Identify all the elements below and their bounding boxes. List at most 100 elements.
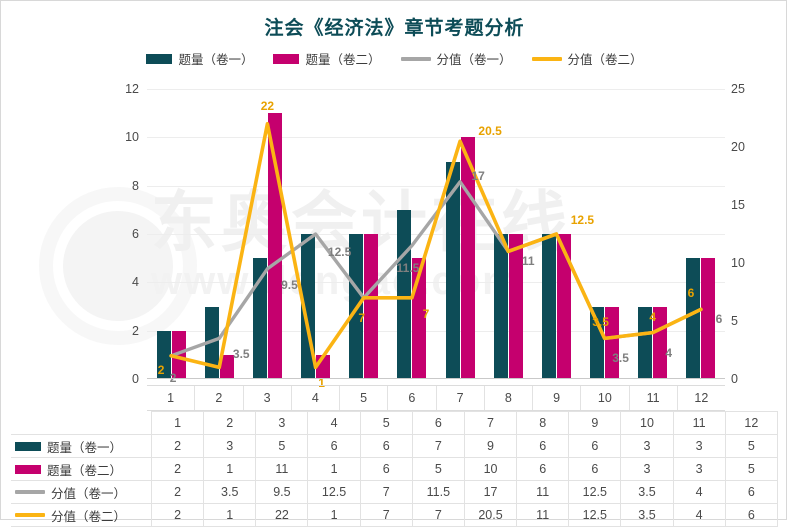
table-cell: 11	[516, 503, 570, 527]
line-series[interactable]	[169, 121, 703, 370]
y-axis-left: 0 2 4 6 8 10 12	[99, 82, 139, 386]
bar[interactable]	[508, 234, 523, 379]
table-row-label: 题量（卷二）	[47, 463, 123, 478]
gridline	[147, 89, 725, 90]
legend-item-1[interactable]: 题量（卷一）	[146, 49, 253, 68]
y-axis-right-tick: 5	[731, 314, 738, 328]
table-cell: 7	[411, 434, 465, 458]
y-axis-right-tick: 25	[731, 82, 745, 96]
table-column-header: 5	[359, 411, 413, 435]
legend-item-3[interactable]: 分值（卷一）	[400, 49, 512, 68]
table-row-label: 题量（卷一）	[47, 440, 123, 455]
table-column-header: 10	[620, 411, 674, 435]
table-row-header-content: 题量（卷二）	[15, 460, 151, 479]
table-row-header-content: 题量（卷一）	[15, 437, 151, 456]
table-cell: 6	[359, 434, 413, 458]
y-axis-right: 0 5 10 15 20 25	[731, 82, 771, 386]
legend-bar-swatch	[146, 53, 173, 64]
table-cell: 6	[568, 457, 622, 481]
table-cell: 3.5	[620, 480, 674, 504]
table-cell: 11	[516, 480, 570, 504]
legend-bar-swatch	[15, 464, 41, 474]
gridline	[147, 137, 725, 139]
y-axis-left-tick: 2	[132, 323, 139, 338]
bar[interactable]	[493, 234, 508, 379]
table-row-header: 题量（卷二）	[11, 457, 152, 481]
y-axis-right-tick: 15	[731, 198, 745, 212]
bar[interactable]	[445, 161, 460, 379]
x-axis-categories: 1 2 3 4 5 6 7 8 9 10 11 12	[147, 385, 725, 411]
table-row-header-content: 分值（卷二）	[15, 506, 151, 525]
line-series-container	[169, 121, 703, 370]
data-label-score-vol1: 9.5	[281, 277, 298, 292]
x-axis-category: 4	[292, 386, 340, 410]
bar[interactable]	[252, 258, 267, 379]
table-cell: 11	[255, 457, 309, 481]
bar[interactable]	[590, 306, 605, 379]
data-label-score-vol1: 2	[170, 371, 177, 385]
bar[interactable]	[638, 306, 653, 379]
data-label-score-vol2: 7	[358, 310, 366, 325]
legend-line-swatch	[531, 56, 562, 61]
table-cell: 5	[724, 434, 779, 458]
table-cell: 5	[724, 457, 779, 481]
table-cell: 6	[724, 503, 779, 527]
table-column-header: 12	[724, 411, 779, 435]
y-axis-right-tick: 20	[731, 140, 745, 154]
x-axis-category: 11	[630, 386, 678, 410]
table-cell: 1	[307, 503, 361, 527]
bar-group	[484, 89, 532, 379]
data-label-score-vol1: 6	[715, 312, 723, 327]
legend-item-label: 题量（卷二）	[305, 53, 381, 67]
table-header-row: 1 2 3 4 5 6 7 8 9 10 11 12	[11, 411, 779, 435]
table-column-header: 8	[516, 411, 570, 435]
table-cell: 7	[359, 503, 413, 527]
table-cell: 5	[255, 434, 309, 458]
table-cell: 3	[672, 457, 726, 481]
table-cell: 6	[724, 480, 779, 504]
bar[interactable]	[219, 354, 234, 379]
bar[interactable]	[701, 258, 716, 379]
legend-line-swatch	[15, 513, 45, 517]
bar-group	[677, 89, 725, 379]
table-column-header: 6	[411, 411, 465, 435]
table-cell: 7	[359, 480, 413, 504]
legend-item-4[interactable]: 分值（卷二）	[531, 49, 643, 68]
y-axis-left-tick: 6	[132, 227, 139, 241]
data-label-score-vol1: 12.5	[327, 245, 352, 259]
data-label-score-vol2: 1	[318, 376, 325, 391]
x-axis-category: 1	[147, 386, 196, 410]
table-column-header: 2	[203, 411, 257, 435]
legend-item-2[interactable]: 题量（卷二）	[273, 49, 381, 68]
bar[interactable]	[556, 234, 571, 379]
legend-item-label: 分值（卷二）	[567, 53, 643, 67]
bar[interactable]	[156, 330, 171, 379]
table-cell: 22	[255, 503, 309, 527]
data-label-score-vol2: 4	[649, 309, 657, 324]
bar[interactable]	[605, 306, 620, 379]
x-axis-category: 9	[533, 386, 582, 410]
bar[interactable]	[686, 258, 701, 379]
table-column-header: 1	[150, 411, 205, 435]
x-axis-category: 10	[581, 386, 630, 410]
table-cell: 12.5	[568, 503, 622, 527]
table-cell: 3	[203, 434, 257, 458]
x-axis-category: 3	[244, 386, 292, 410]
bar-group	[532, 89, 580, 379]
data-label-score-vol1: 17	[471, 168, 485, 183]
table-cell: 2	[150, 457, 205, 481]
table-column-header: 3	[255, 411, 309, 435]
table-cell: 2	[150, 480, 205, 504]
table-cell: 4	[672, 480, 726, 504]
table-cell: 3	[672, 434, 726, 458]
bar[interactable]	[653, 306, 668, 379]
data-label-score-vol2: 22	[260, 98, 275, 113]
table-column-header: 11	[672, 411, 726, 435]
table-cell: 7	[411, 503, 465, 527]
data-label-score-vol1: 11.5	[396, 260, 420, 275]
table-cell: 10	[463, 457, 518, 481]
table-cell: 9	[463, 434, 518, 458]
bar[interactable]	[364, 234, 379, 379]
bar[interactable]	[541, 234, 556, 379]
table-cell: 3.5	[620, 503, 674, 527]
